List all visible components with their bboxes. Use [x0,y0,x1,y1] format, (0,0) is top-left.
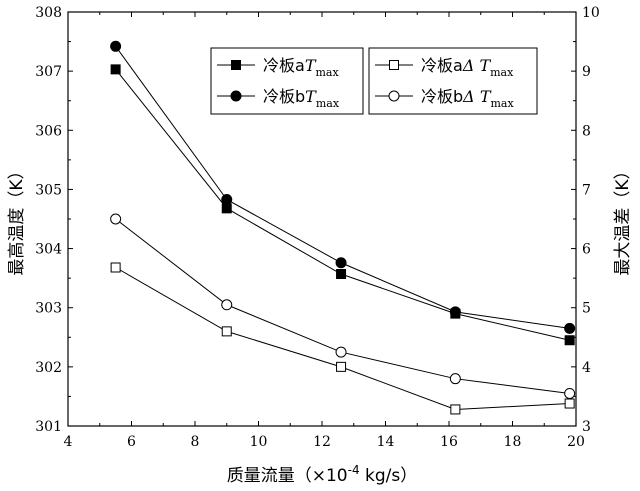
data-point [221,203,232,214]
x-axis-title-exponent: -4 [348,463,360,477]
series-3 [110,213,576,399]
y-left-tick-label: 306 [35,123,62,139]
data-point [450,404,461,415]
y-right-tick-label: 3 [582,419,591,435]
x-tick-label: 16 [440,434,458,450]
x-axis-title: 质量流量（×10-4 kg/s） [227,463,417,486]
series-line [115,267,570,410]
data-point [110,262,121,273]
legend-label: 冷板aTmax [263,56,339,79]
y-right-tick-label: 7 [582,182,591,198]
data-point [564,387,576,399]
y-left-tick-label: 307 [35,64,62,80]
legend-marker [389,60,399,70]
y-right-tick-label: 5 [582,301,591,317]
y-left-tick-label: 305 [35,182,62,198]
x-tick-label: 4 [64,434,73,450]
data-point [336,361,347,372]
x-tick-label: 10 [250,434,268,450]
y-right-tick-label: 9 [582,64,591,80]
data-point [335,346,347,358]
legend-frame [210,47,364,115]
data-point [335,257,347,269]
y-right-tick-label: 8 [582,123,591,139]
x-tick-label: 18 [504,434,522,450]
y-left-tick-label: 301 [35,419,62,435]
legend-label: 冷板bTmax [263,87,340,110]
data-point [110,40,122,52]
legend-marker [231,60,241,70]
data-point [449,306,461,318]
y-right-tick-label: 6 [582,242,591,258]
x-tick-label: 14 [377,434,395,450]
data-point [221,193,233,205]
data-point [564,398,575,409]
legend-entry: 冷板aΔ Tmax [375,56,514,79]
series-2 [110,262,575,415]
data-point [110,64,121,75]
y-left-tick-label: 303 [35,301,62,317]
y-right-tick-label: 4 [582,360,591,376]
y-left-tick-label: 308 [35,5,62,21]
legend-label: 冷板aΔ Tmax [421,56,514,79]
legend-entry: 冷板bTmax [217,87,340,110]
data-point [221,299,233,311]
legend-entry: 冷板bΔ Tmax [375,87,514,110]
x-tick-label: 20 [567,434,585,450]
legend-entry: 冷板aTmax [217,56,339,79]
y-axis-right-title: 最大温差（K） [613,162,633,275]
y-left-tick-label: 302 [35,360,62,376]
x-tick-label: 6 [127,434,136,450]
series-1 [110,40,576,334]
legend-label: 冷板bΔ Tmax [421,87,514,110]
y-right-tick-label: 10 [582,5,600,21]
legend-box-1: 冷板aΔ Tmax 冷板bΔ Tmax [368,47,538,115]
data-point [336,269,347,280]
x-tick-label: 12 [313,434,331,450]
x-tick-label: 8 [191,434,200,450]
data-point [110,213,122,225]
data-point [564,335,575,346]
data-point [221,326,232,337]
x-axis-title-unit: kg/s） [360,466,418,486]
data-point [564,322,576,334]
y-axis-left-title: 最高温度（K） [7,162,27,275]
legend-box-0: 冷板aTmax 冷板bTmax [210,47,364,115]
legend-frame [368,47,538,115]
legend-marker [230,90,242,102]
legend-marker [388,90,400,102]
y-left-tick-label: 304 [35,242,62,258]
data-point [449,373,461,385]
